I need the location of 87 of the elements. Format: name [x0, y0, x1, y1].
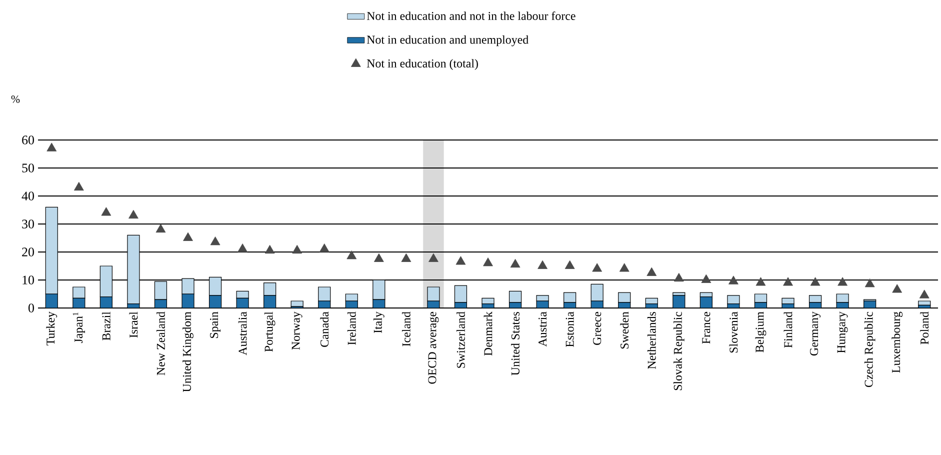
- point: [864, 278, 875, 288]
- point: [46, 142, 57, 152]
- x-tick-label: Luxembourg: [892, 312, 903, 373]
- x-tick-label: Israel: [129, 312, 138, 338]
- point: [238, 244, 248, 252]
- x-tick-label: Brazil: [102, 312, 110, 340]
- x-tick-label: Sweden: [620, 312, 629, 349]
- bar: [918, 304, 931, 308]
- x-tick-label: Iceland: [402, 312, 410, 346]
- point: [346, 250, 357, 260]
- point: [428, 253, 438, 262]
- bar: [127, 234, 140, 304]
- point: [701, 274, 712, 283]
- x-tick-label: Canada: [320, 312, 329, 347]
- x-tick-label: Denmark: [484, 312, 492, 356]
- point: [728, 276, 738, 284]
- y-tick-label: 0: [28, 304, 34, 312]
- point: [456, 256, 466, 265]
- x-tick-label: Australia: [238, 312, 247, 356]
- point: [538, 260, 548, 269]
- x-tick-label: Finland: [784, 312, 792, 348]
- bar: [864, 300, 876, 308]
- y-tick-label: 40: [22, 192, 34, 200]
- x-tick-label: Ireland: [347, 312, 356, 345]
- point: [892, 284, 902, 293]
- x-tick-label: Belgium: [755, 312, 766, 352]
- x-tick-label: OECD average: [428, 312, 439, 384]
- legend-label: Not in education (total): [366, 59, 478, 70]
- point: [128, 210, 138, 219]
- x-tick-label: Czech Republic: [864, 312, 876, 388]
- point: [592, 263, 602, 272]
- point: [292, 244, 302, 254]
- y-tick-label: 50: [22, 164, 34, 172]
- point: [74, 182, 84, 191]
- point: [510, 258, 520, 268]
- bar: [700, 296, 712, 308]
- legend-label: Not in education and not in the labour force: [366, 11, 576, 20]
- point: [564, 260, 575, 269]
- x-tick-label: Poland: [920, 312, 929, 344]
- legend-label: Not in education and unemployed: [366, 35, 528, 46]
- x-tick-label: Turkey: [46, 312, 58, 346]
- point: [838, 277, 848, 286]
- x-tick-label: Italy: [373, 312, 384, 333]
- point: [483, 258, 493, 266]
- y-axis-title: %: [11, 95, 20, 103]
- point: [810, 277, 820, 286]
- x-tick-label: New Zealand: [156, 312, 165, 376]
- bar: [918, 300, 931, 306]
- bar: [782, 298, 794, 304]
- x-tick-label: Slovenia: [729, 312, 738, 353]
- y-tick-label: 30: [22, 220, 34, 228]
- point: [210, 236, 220, 246]
- point: [156, 224, 166, 233]
- point: [646, 267, 657, 276]
- point: [919, 290, 930, 298]
- point: [674, 272, 684, 282]
- x-tick-label: Slovak Republic: [673, 312, 684, 390]
- y-tick-label: 20: [22, 248, 34, 256]
- x-tick-label: Germany: [810, 312, 821, 356]
- point: [401, 253, 412, 262]
- x-tick-label: Switzerland: [456, 312, 465, 368]
- bar: [672, 295, 686, 308]
- point: [101, 207, 112, 216]
- x-tick-label: Estonia: [566, 312, 574, 348]
- bar: [727, 295, 740, 304]
- bar: [482, 298, 494, 304]
- point: [619, 263, 630, 272]
- x-tick-label: Netherlands: [647, 312, 656, 369]
- x-tick-label: United States: [511, 312, 520, 376]
- point: [783, 277, 793, 286]
- x-tick-label: France: [702, 312, 710, 344]
- y-tick-label: 10: [22, 276, 34, 284]
- x-tick-label: Spain: [210, 312, 221, 338]
- point: [183, 232, 193, 241]
- x-tick-label: United Kingdom: [182, 312, 194, 392]
- point: [264, 244, 275, 254]
- x-tick-label: Norway: [292, 312, 302, 350]
- x-tick-label: Japan$^{1}$: [72, 312, 85, 343]
- x-tick-label: Hungary: [837, 312, 848, 354]
- point: [756, 277, 766, 286]
- bar: [290, 300, 304, 307]
- point: [319, 244, 330, 252]
- x-tick-label: Austria: [538, 312, 547, 347]
- y-tick-label: 60: [22, 136, 34, 144]
- x-tick-label: Greece: [593, 312, 602, 345]
- point: [374, 253, 384, 262]
- x-tick-label: Portugal: [264, 312, 276, 352]
